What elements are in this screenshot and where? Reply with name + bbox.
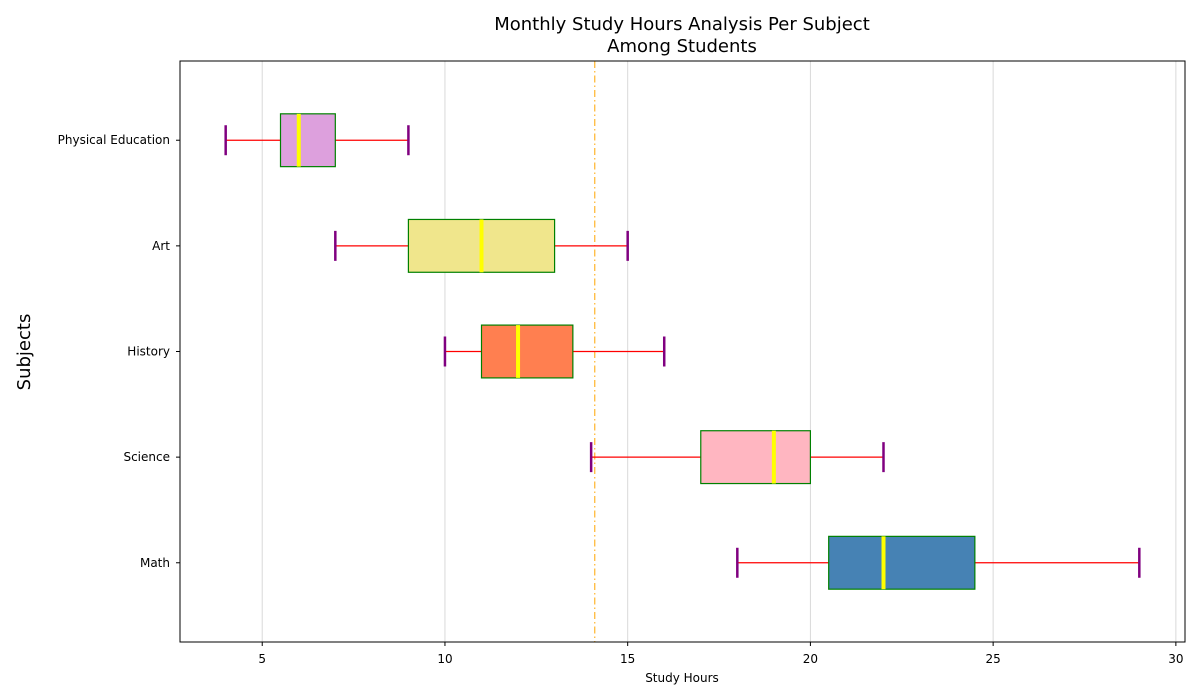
y-tick-label: Physical Education <box>58 133 170 147</box>
box-iqr <box>279 113 336 168</box>
y-axis-label: Subjects <box>14 314 35 391</box>
x-tick-label: 20 <box>803 652 818 666</box>
y-ticks: Math Science History Art Physical Education <box>58 133 180 570</box>
x-tick-label: 30 <box>1168 652 1183 666</box>
y-tick-label: Art <box>152 239 170 253</box>
x-tick-label: 25 <box>985 652 1000 666</box>
x-ticks: 5 10 15 20 25 30 <box>258 642 1184 666</box>
chart-title-line-1: Monthly Study Hours Analysis Per Subject <box>494 14 870 35</box>
box-math <box>736 535 1141 590</box>
box-iqr <box>700 430 812 485</box>
chart-title-line-2: Among Students <box>607 36 757 57</box>
y-tick-label: Math <box>140 556 170 570</box>
y-tick-label: Science <box>123 450 170 464</box>
box-iqr <box>828 535 976 590</box>
box-science <box>589 430 885 485</box>
box-iqr <box>480 324 574 379</box>
box-art <box>334 218 629 273</box>
grid-layer <box>261 61 1177 642</box>
box-history <box>443 324 666 379</box>
x-tick-label: 5 <box>258 652 266 666</box>
x-axis-label: Study Hours <box>645 671 719 685</box>
x-tick-label: 15 <box>620 652 635 666</box>
boxes-layer <box>224 113 1141 590</box>
x-tick-label: 10 <box>437 652 452 666</box>
y-tick-label: History <box>127 345 170 359</box>
box-physical-education <box>224 113 410 168</box>
